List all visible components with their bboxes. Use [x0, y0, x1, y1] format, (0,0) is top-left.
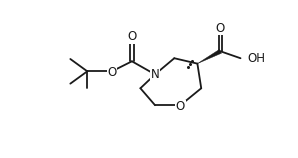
Text: O: O	[216, 22, 225, 35]
Text: O: O	[127, 30, 136, 43]
Text: O: O	[107, 66, 117, 79]
Polygon shape	[197, 49, 221, 64]
Text: OH: OH	[247, 52, 266, 65]
Text: N: N	[151, 68, 159, 81]
Text: O: O	[176, 100, 185, 113]
